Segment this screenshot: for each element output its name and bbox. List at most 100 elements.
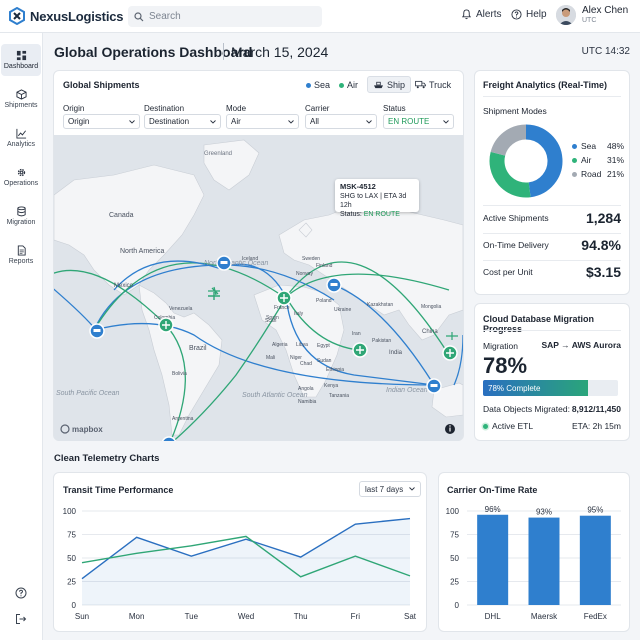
carrier-select[interactable]: All (305, 114, 377, 129)
donut-slice-sea[interactable] (525, 124, 563, 198)
map-label-kazakhstan: Kazakhstan (367, 302, 393, 308)
ship-markers[interactable] (89, 255, 442, 441)
status-select[interactable]: EN ROUTE (383, 114, 454, 129)
chevron-down-icon (366, 119, 372, 124)
bar-fedex[interactable] (579, 515, 611, 605)
ship-marker[interactable] (426, 378, 442, 394)
sidebar-item-label: Migration (6, 219, 36, 226)
search-input[interactable] (149, 11, 309, 22)
origin-select[interactable]: Origin (63, 114, 140, 129)
map-label-south-atlantic: South Atlantic Ocean (242, 392, 308, 399)
metric-label: Active Shipments (483, 213, 549, 223)
air-marker[interactable] (158, 317, 174, 333)
ship-marker[interactable] (216, 255, 232, 271)
series-line-2[interactable] (81, 535, 411, 578)
sidebar-item-operations[interactable]: Operations (1, 161, 41, 193)
carrier-ontime-chart[interactable]: 0 25 50 75 100 96% DHL 93% Maersk 95% FedEx (439, 503, 629, 631)
sidebar-item-analytics[interactable]: Analytics (1, 122, 41, 154)
popup-route: SHG to LAX | ETA 3d 12h (340, 193, 407, 209)
x-tick-label: Fri (351, 612, 361, 621)
plane-icon (446, 332, 458, 340)
map-label-argentina: Argentina (172, 416, 194, 422)
bar-dhl[interactable] (477, 514, 509, 605)
card-title: Freight Analytics (Real-Time) (483, 80, 608, 90)
y-tick-label: 50 (450, 554, 459, 563)
card-title: Cloud Database Migration Progress (483, 314, 595, 334)
map-info-icon[interactable] (445, 424, 455, 434)
bar-maersk[interactable] (528, 517, 560, 605)
status-dot (483, 423, 488, 429)
sidebar-item-reports[interactable]: Reports (1, 239, 41, 271)
donut-slice-air[interactable] (489, 151, 531, 198)
map-label-venezuela: Venezuela (169, 306, 193, 312)
sidebar: Dashboard Shipments Analytics Operations… (0, 33, 43, 640)
mode-select[interactable]: Air (226, 114, 299, 129)
transit-time-chart[interactable]: 0 25 50 75 100 Sun Mon Tue Wed Thu Fri Sat (54, 503, 426, 631)
air-marker[interactable] (442, 345, 458, 361)
search-box[interactable] (128, 6, 322, 27)
map-label-poland: Poland (316, 298, 332, 304)
user-menu[interactable]: Alex Chen UTC (556, 5, 628, 25)
range-select[interactable]: last 7 days (359, 481, 422, 497)
migration-progress-fill: 78% Complete (483, 380, 589, 396)
alerts-link[interactable]: Alerts (461, 9, 502, 20)
sidebar-item-migration[interactable]: Migration (1, 200, 41, 232)
y-tick-label: 75 (450, 531, 459, 540)
page-date: March 15, 2024 (231, 44, 329, 60)
x-tick-label: FedEx (584, 612, 607, 621)
legend-label: Road (581, 169, 602, 179)
map-label-scan: Scan (265, 318, 277, 324)
air-marker[interactable] (276, 290, 292, 306)
ship-marker[interactable] (161, 436, 177, 441)
search-icon (134, 11, 144, 21)
legend-sea: Sea 48% (572, 141, 624, 151)
shipment-popup[interactable]: MSK-4512 SHG to LAX | ETA 3d 12h Status:… (335, 179, 419, 218)
ship-marker[interactable] (89, 323, 105, 339)
migration-percent: 78% (483, 353, 528, 378)
sidebar-item-shipments[interactable]: Shipments (1, 83, 41, 115)
migration-route: SAP → AWS Aurora (541, 340, 621, 350)
air-marker[interactable] (352, 342, 368, 358)
y-tick-label: 0 (72, 601, 77, 610)
legend-sea: Sea (306, 80, 330, 90)
x-tick-label: Mon (129, 612, 145, 621)
metric-label: Cost per Unit (483, 267, 533, 277)
map-label-bolivia: Bolivia (172, 371, 187, 377)
air-markers[interactable] (158, 286, 458, 361)
mode-ship-button[interactable]: Ship (367, 76, 412, 93)
map-label-chad: Chad (300, 361, 312, 367)
ship-marker[interactable] (326, 277, 342, 293)
legend-sea-label: Sea (314, 80, 331, 90)
map-label-ukraine: Ukraine (334, 307, 351, 313)
x-tick-label: DHL (485, 612, 502, 621)
chevron-down-icon (129, 119, 135, 124)
mode-select-value: Air (231, 117, 241, 126)
destination-select[interactable]: Destination (144, 114, 221, 129)
map-label-canada: Canada (109, 212, 134, 219)
user-avatar-icon (556, 5, 576, 25)
legend-air: Air (339, 80, 358, 90)
sidebar-item-dashboard[interactable]: Dashboard (1, 44, 41, 76)
app-logo[interactable]: NexusLogistics (8, 7, 123, 25)
range-select-value: last 7 days (365, 484, 404, 494)
y-tick-label: 100 (63, 507, 77, 516)
map-label-north-atlantic: North Atlantic Ocean (204, 260, 268, 267)
map-label-indian-ocean: Indian Ocean (386, 387, 428, 394)
user-timezone: UTC (582, 16, 597, 24)
divider (483, 330, 621, 331)
status-select-value: EN ROUTE (388, 117, 430, 126)
mode-truck-button[interactable]: Truck (409, 76, 457, 93)
donut-slice-road[interactable] (490, 124, 527, 157)
help-label: Help (526, 9, 547, 20)
bar-value-label: 95% (587, 506, 603, 515)
help-circle-icon[interactable] (15, 587, 27, 599)
metric-active-shipments: Active Shipments 1,284 (483, 210, 621, 226)
help-link[interactable]: Help (511, 9, 547, 20)
freight-analytics-card: Freight Analytics (Real-Time) Shipment M… (474, 70, 630, 295)
shipment-modes-donut[interactable] (487, 122, 565, 200)
sidebar-item-label: Shipments (4, 102, 38, 109)
series-line-1[interactable] (81, 517, 411, 580)
y-tick-label: 100 (446, 507, 460, 516)
logout-icon[interactable] (15, 613, 27, 625)
x-tick-label: Sat (404, 612, 417, 621)
